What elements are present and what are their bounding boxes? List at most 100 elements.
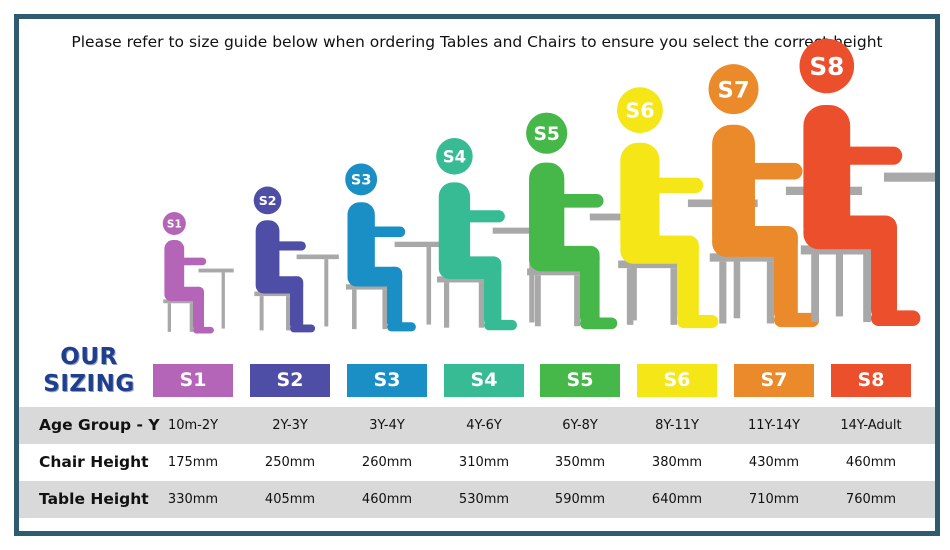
table-top — [296, 254, 339, 260]
table-height-cell-s5: 590mm — [554, 492, 606, 507]
size-label-s7: S7 — [734, 364, 814, 397]
size-label-s4: S4 — [444, 364, 524, 397]
arm — [646, 177, 704, 193]
figure-body — [712, 124, 820, 328]
age-cell-s7: 11Y-14Y — [747, 418, 801, 433]
figure-body — [438, 182, 518, 331]
foot — [193, 326, 214, 334]
seated-figure-s5: S5 — [526, 112, 653, 330]
chair-seat — [709, 253, 779, 262]
foot — [871, 310, 921, 326]
chair-leg — [626, 268, 634, 325]
our-sizing-line2: SIZING — [43, 371, 135, 397]
chair-height-cell-s6: 380mm — [651, 455, 703, 470]
age-cell-s4: 4Y-6Y — [466, 418, 502, 433]
chair-height-row: Chair Height 175mm 250mm 260mm 310mm 350mm 38… — [19, 444, 935, 481]
table-height-header: Table Height — [39, 490, 149, 508]
figure-head — [708, 64, 759, 115]
lower-leg — [387, 266, 403, 330]
chair-seat — [163, 299, 196, 304]
chair-leg — [811, 254, 819, 323]
torso — [529, 162, 565, 271]
foot — [580, 317, 618, 330]
lower-leg — [484, 256, 502, 328]
our-sizing-heading: OUR SIZING — [39, 344, 139, 398]
foot — [387, 322, 416, 332]
seated-figures-illustration: S1 S2 S3 S4 S5 S6 S7 S8 — [162, 38, 935, 334]
figure-body — [347, 202, 416, 332]
table-height-cell-s4: 530mm — [458, 492, 510, 507]
table-height-cell-s2: 405mm — [264, 492, 316, 507]
table-leg — [529, 233, 535, 323]
figure-head — [436, 138, 473, 175]
chair-seat — [345, 284, 391, 290]
chair-height-cell-s3: 260mm — [361, 455, 413, 470]
table-top — [884, 172, 935, 182]
figure-body — [529, 162, 618, 330]
torso — [803, 105, 851, 249]
age-cell-s8: 14Y-Adult — [840, 418, 902, 433]
size-label-s5: S5 — [540, 364, 620, 397]
table-leg — [733, 207, 741, 319]
table-top — [198, 268, 234, 273]
torso — [712, 124, 755, 256]
size-label-s8: S8 — [831, 364, 911, 397]
head-label-s8: S8 — [809, 52, 844, 81]
foot — [290, 324, 316, 333]
foot — [484, 319, 518, 331]
head-label-s3: S3 — [351, 173, 371, 189]
torso — [164, 240, 185, 301]
size-label-s1: S1 — [153, 364, 233, 397]
seated-figure-s7: S7 — [708, 64, 863, 328]
table-leg — [426, 247, 432, 325]
chair-leg — [259, 296, 264, 331]
chair-leg — [382, 289, 387, 330]
table-leg — [324, 259, 329, 327]
head-label-s2: S2 — [259, 193, 277, 208]
table-height-cell-s8: 760mm — [845, 492, 897, 507]
table-height-row: Table Height 330mm 405mm 460mm 530mm 590mm 64… — [19, 481, 935, 518]
size-label-s2: S2 — [250, 364, 330, 397]
chair-seat — [254, 291, 293, 297]
lower-leg — [580, 245, 600, 327]
figure-head — [799, 38, 855, 94]
chair-height-cell-s1: 175mm — [167, 455, 219, 470]
table-leg — [221, 272, 225, 329]
lower-leg — [677, 235, 699, 325]
chair-height-cell-s8: 460mm — [845, 455, 897, 470]
lower-leg — [193, 286, 204, 332]
chair-leg — [534, 275, 541, 327]
foot — [774, 312, 820, 328]
chair-leg — [352, 289, 357, 330]
arm — [740, 162, 803, 180]
figure-head — [253, 186, 282, 215]
page-title: Please refer to size guide below when or… — [71, 33, 883, 51]
table-height-cell-s1: 330mm — [167, 492, 219, 507]
size-label-s3: S3 — [347, 364, 427, 397]
head-label-s7: S7 — [718, 77, 750, 103]
chair-leg — [766, 261, 774, 324]
table-height-cell-s6: 640mm — [651, 492, 703, 507]
size-label-row: S1 S2 S3 S4 S5 S6 S7 S8 — [19, 364, 935, 402]
lower-leg — [774, 225, 798, 324]
foot — [677, 315, 719, 329]
torso — [620, 142, 660, 263]
head-label-s1: S1 — [167, 218, 182, 230]
chair-leg — [670, 268, 677, 325]
seated-figure-s8: S8 — [799, 38, 935, 326]
chair-seat — [527, 268, 584, 276]
chair-leg — [443, 282, 450, 328]
chair-leg — [574, 275, 580, 327]
seated-figure-s1: S1 — [162, 211, 234, 334]
figure-body — [620, 142, 719, 329]
age-cell-s1: 10m-2Y — [167, 418, 219, 433]
chair-height-cell-s7: 430mm — [748, 455, 800, 470]
chair-leg — [167, 303, 171, 332]
chair-height-cell-s5: 350mm — [554, 455, 606, 470]
age-group-header: Age Group - Y — [39, 416, 160, 434]
torso — [255, 220, 280, 293]
lower-leg — [871, 215, 897, 323]
chair-seat — [618, 260, 682, 269]
age-cell-s5: 6Y-8Y — [562, 418, 598, 433]
chair-seat — [437, 276, 488, 283]
